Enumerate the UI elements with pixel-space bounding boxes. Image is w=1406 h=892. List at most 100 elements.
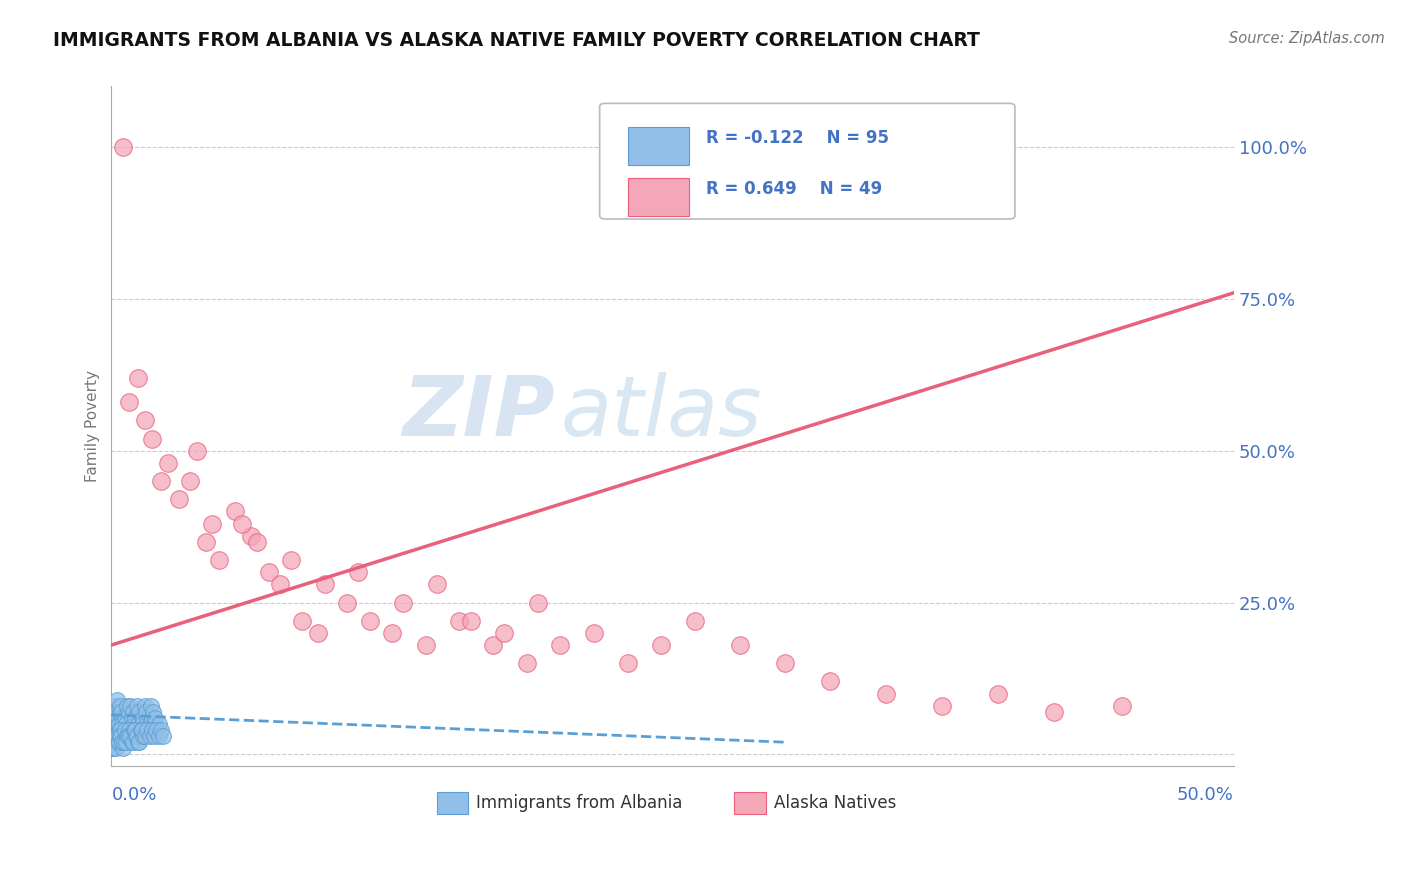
Point [143,729,166,743]
Point [134,698,156,713]
Point [231,516,253,531]
Point [105,729,128,743]
Point [127,717,149,731]
Bar [734,792,766,814]
Point [152,729,174,743]
Point [117,729,139,743]
Point [118,723,141,737]
Point [141,723,163,737]
Point [103,729,125,743]
Point [107,729,129,743]
Point [145,723,167,737]
Point [110,729,132,743]
Bar [627,178,689,216]
Point [101,735,124,749]
Point [683,614,706,628]
Point [280,553,302,567]
Point [107,717,129,731]
Text: 50.0%: 50.0% [1177,787,1234,805]
Point [121,735,143,749]
Point [149,474,172,488]
Point [107,717,129,731]
Bar [627,128,689,164]
Point [103,711,125,725]
Point [136,711,159,725]
Point [108,723,131,737]
Point [201,516,224,531]
Point [129,723,152,737]
Point [167,492,190,507]
Point [650,638,672,652]
Point [138,729,160,743]
Point [111,717,134,731]
Point [875,687,897,701]
Point [143,717,166,731]
Point [127,735,149,749]
Point [110,723,132,737]
Text: Immigrants from Albania: Immigrants from Albania [477,794,682,813]
Point [104,729,127,743]
Point [103,741,125,756]
Point [108,698,131,713]
Text: R = -0.122    N = 95: R = -0.122 N = 95 [706,128,889,146]
Point [122,723,145,737]
Point [114,723,136,737]
Point [138,717,160,731]
Point [224,504,246,518]
Point [107,735,129,749]
Point [359,614,381,628]
Point [134,729,156,743]
Point [125,723,148,737]
Point [1043,705,1066,719]
Point [194,534,217,549]
Point [138,723,160,737]
Point [1111,698,1133,713]
Text: IMMIGRANTS FROM ALBANIA VS ALASKA NATIVE FAMILY POVERTY CORRELATION CHART: IMMIGRANTS FROM ALBANIA VS ALASKA NATIVE… [53,31,980,50]
Point [616,657,638,671]
Point [105,741,128,756]
Point [110,705,132,719]
Point [112,729,135,743]
Point [110,711,132,725]
Point [124,711,146,725]
Point [314,577,336,591]
Point [101,741,124,756]
Point [148,729,170,743]
Point [120,698,142,713]
Point [117,723,139,737]
Point [111,741,134,756]
Point [105,729,128,743]
Point [246,534,269,549]
Point [550,638,572,652]
Point [773,657,796,671]
Point [121,711,143,725]
Point [118,705,141,719]
Text: atlas: atlas [561,372,762,453]
Point [291,614,314,628]
Point [103,717,125,731]
Point [110,705,132,719]
Point [111,735,134,749]
Point [239,529,262,543]
Point [269,577,291,591]
Point [426,577,449,591]
Point [141,432,163,446]
Point [449,614,471,628]
Point [987,687,1010,701]
Point [103,735,125,749]
Point [127,729,149,743]
Point [105,692,128,706]
Text: Source: ZipAtlas.com: Source: ZipAtlas.com [1229,31,1385,46]
Point [516,657,538,671]
Point [107,735,129,749]
Point [127,371,149,385]
Point [347,565,370,579]
Bar [437,792,468,814]
Point [104,735,127,749]
Point [118,395,141,409]
Point [132,711,155,725]
Point [122,717,145,731]
Point [108,729,131,743]
Point [143,711,166,725]
Point [104,723,127,737]
